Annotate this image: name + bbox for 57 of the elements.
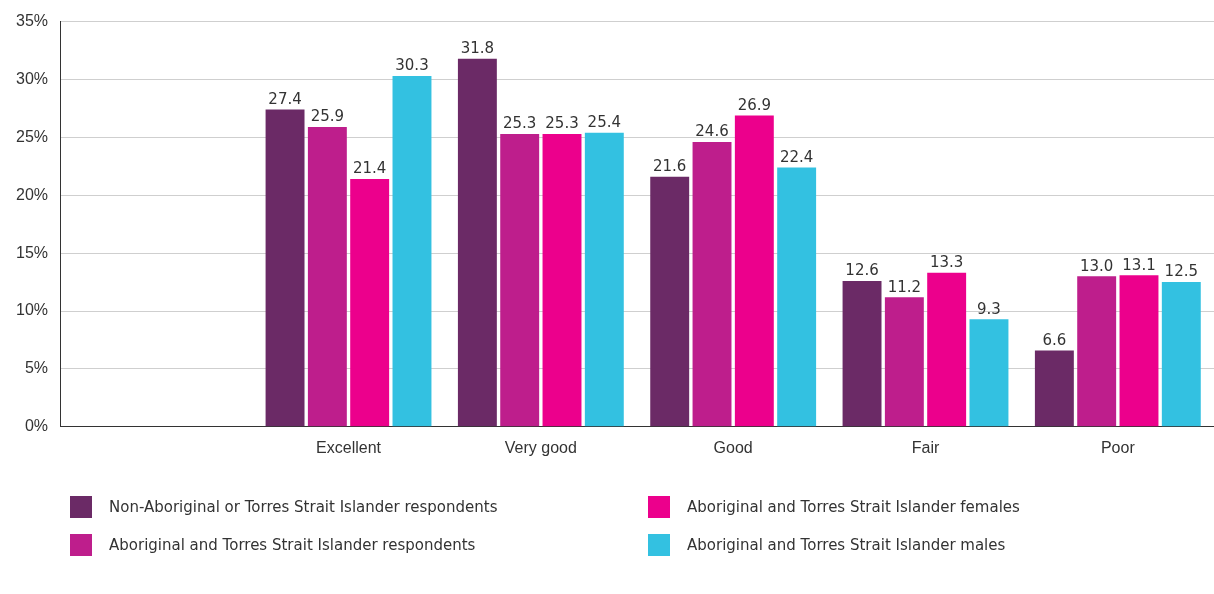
data-label: 12.6 [845,261,879,280]
bar [542,133,582,427]
data-label: 22.4 [779,147,814,166]
bar [692,142,732,427]
x-tick-label: Good [713,438,753,456]
bar [307,126,347,427]
data-label: 9.3 [977,299,1001,318]
legend-label: Aboriginal and Torres Strait Islander males [687,536,1006,554]
bar [1077,276,1117,427]
y-tick-label: 20% [15,185,49,203]
legend-label: Aboriginal and Torres Strait Islander respondents [109,536,476,554]
data-label: 25.9 [310,107,345,126]
data-label: 25.3 [502,114,537,133]
bar [500,133,540,427]
bar [584,132,624,427]
data-label: 26.9 [737,95,772,114]
legend-label: Aboriginal and Torres Strait Islander females [687,498,1020,516]
legend-label: Non-Aboriginal or Torres Strait Islander respondents [109,498,498,516]
data-label: 27.4 [268,89,302,108]
y-tick-label: 30% [15,69,49,87]
bar [842,280,882,427]
data-label: 6.6 [1042,330,1067,349]
x-tick-label: Very good [504,438,577,456]
data-label: 24.6 [695,122,729,141]
bar [457,58,497,427]
bar [734,115,774,427]
data-label: 25.4 [587,113,622,132]
x-tick-label: Excellent [316,438,382,456]
data-label: 12.5 [1164,262,1199,281]
bar [1119,275,1159,427]
data-label: 31.8 [460,39,495,58]
data-label: 13.1 [1122,255,1156,274]
y-tick-label: 5% [24,359,49,377]
x-tick-label: Fair [911,438,940,456]
bar [1161,282,1201,427]
bar [969,319,1009,427]
y-tick-label: 0% [24,417,49,435]
y-tick-label: 35% [15,12,49,30]
bar [777,167,817,427]
data-label: 25.3 [545,114,579,133]
bar [265,109,305,427]
data-label: 11.2 [887,277,922,296]
bar [927,272,967,427]
x-tick-label: Poor [1100,438,1136,456]
bar [650,176,690,427]
bar [1034,350,1074,427]
y-tick-label: 10% [15,301,49,319]
data-label: 13.0 [1079,256,1114,275]
data-label: 21.6 [653,157,687,176]
bar [392,76,432,427]
data-label: 13.3 [929,253,964,272]
bar [884,297,924,427]
data-label: 30.3 [395,56,429,75]
bar [350,179,390,427]
y-tick-label: 15% [15,243,49,261]
data-label: 21.4 [352,159,387,178]
y-tick-label: 25% [15,127,49,145]
